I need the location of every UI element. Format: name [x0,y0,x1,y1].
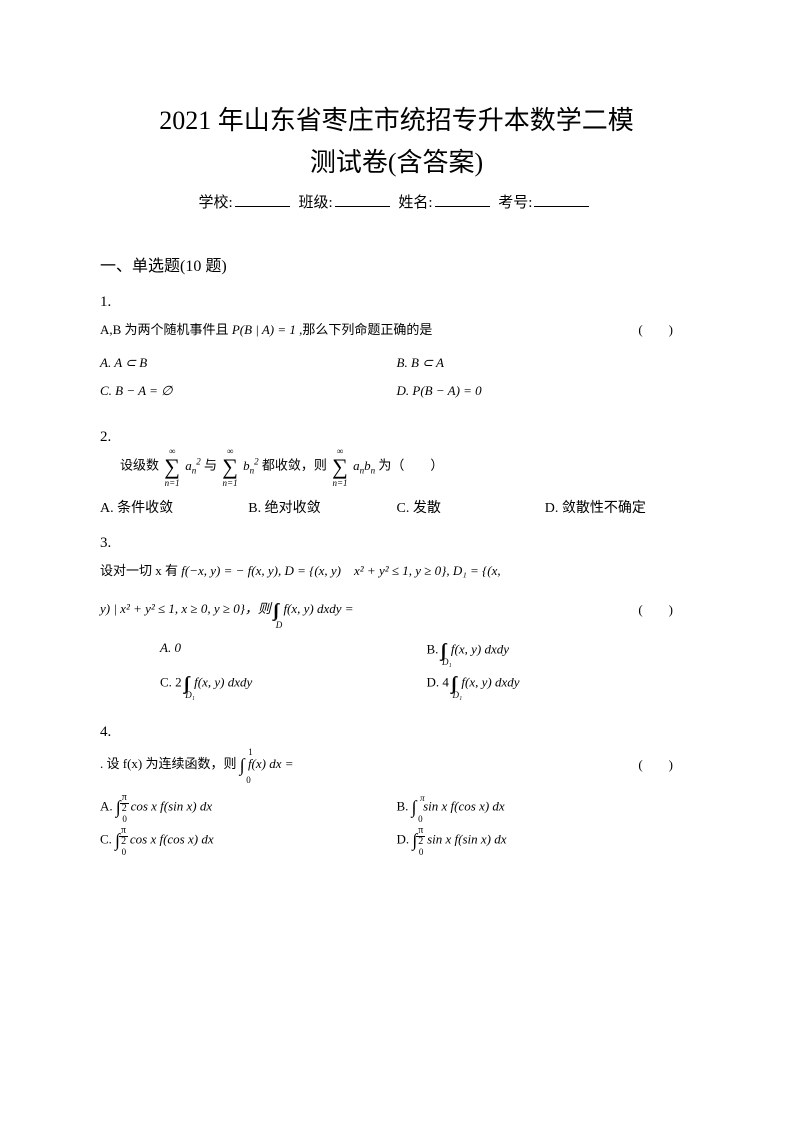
q4-number: 4. [100,724,693,741]
q2-stem-p3: 都收敛，则 [262,458,327,473]
q1-opt-c: C. B − A = ∅ [100,383,397,399]
q3-stem-line1: 设对一切 x 有 f(−x, y) = − f(x, y), D = {(x, … [100,558,693,584]
title-line-1: 2021 年山东省枣庄市统招专升本数学二模 [159,106,634,135]
q4-opta-body: cos x f(sin x) dx [131,799,213,814]
q3-paren: ( ) [638,597,673,623]
q4-optd-prefix: D. [397,832,413,847]
q3-optd-prefix: D. 4 [427,675,449,690]
q2-stem-p2: 与 [204,458,217,473]
q4-opt-d: D. ∫ π2 0 sin x f(sin x) dx [397,830,694,851]
label-class: 班级: [298,195,332,211]
q4-optb-body: sin x f(cos x) dx [423,799,505,814]
blank-class[interactable] [335,206,390,207]
q1-stem-math: P(B | A) = 1 [232,322,296,337]
q2-stem: 设级数 ∞ ∑ n=1 an2 与 ∞ ∑ n=1 bn2 都收敛，则 ∞ ∑ … [100,452,693,479]
label-examno: 考号: [498,195,532,211]
integral-icon: ∫ π2 0 [116,797,121,818]
q3-optb-body: f(x, y) dxdy [451,642,509,657]
q1-stem: A,B 为两个随机事件且 P(B | A) = 1 ,那么下列命题正确的是 ( … [100,317,693,343]
title-line-2: 测试卷(含答案) [310,148,483,177]
double-integral-icon: ∫∫ D [274,592,280,628]
q4-paren: ( ) [638,752,673,778]
q3-opt-c: C. 2 ∫∫ D₁ f(x, y) dxdy [160,673,427,694]
label-name: 姓名: [398,195,432,211]
label-school: 学校: [199,195,233,211]
double-integral-icon: ∫∫ D₁ [185,673,191,694]
q4-optd-body: sin x f(sin x) dx [427,832,506,847]
q1-paren: ( ) [638,317,673,343]
sigma-icon: ∞ ∑ n=1 [332,456,348,478]
q2-stem-p4: 为（ ） [378,458,443,473]
q3-number: 3. [100,535,693,552]
q3-stem-line2: y) | x² + y² ≤ 1, x ≥ 0, y ≥ 0}，则 ∫∫ D f… [100,592,693,628]
q4-opt-a: A. ∫ π2 0 cos x f(sin x) dx [100,797,397,818]
q4-optc-body: cos x f(cos x) dx [130,832,214,847]
q3-opt-d: D. 4 ∫∫ D₁ f(x, y) dxdy [427,673,694,694]
q3-options: A. 0 B. ∫∫ D₁ f(x, y) dxdy C. 2 ∫∫ D₁ f(… [100,640,693,706]
q3-opt-b: B. ∫∫ D₁ f(x, y) dxdy [427,640,694,661]
blank-school[interactable] [235,206,290,207]
q4-opt-b: B. ∫ π 0 sin x f(cos x) dx [397,797,694,818]
integral-icon: ∫ π 0 [412,797,417,818]
q3-line1-p1: 设对一切 x 有 [100,563,181,578]
q4-opta-prefix: A. [100,799,116,814]
exam-title: 2021 年山东省枣庄市统招专升本数学二模 测试卷(含答案) [100,100,693,183]
q2-options: A. 条件收敛 B. 绝对收敛 C. 发散 D. 敛散性不确定 [100,497,693,517]
q4-opt-c: C. ∫ π2 0 cos x f(cos x) dx [100,830,397,851]
q1-number: 1. [100,294,693,311]
q3-optd-body: f(x, y) dxdy [461,675,519,690]
integral-icon: ∫ 1 0 [240,747,245,783]
blank-examno[interactable] [534,206,589,207]
q1-opt-b: B. B ⊂ A [397,355,694,371]
q1-options: A. A ⊂ B B. B ⊂ A C. B − A = ∅ D. P(B − … [100,355,693,411]
q3-optb-prefix: B. [427,642,442,657]
integral-icon: ∫ π2 0 [412,830,417,851]
q3-opt-a: A. 0 [160,640,427,661]
q2-opt-c: C. 发散 [397,497,545,517]
q4-stem-p1: . 设 f(x) 为连续函数，则 [100,756,237,771]
blank-name[interactable] [435,206,490,207]
integral-icon: ∫ π2 0 [115,830,120,851]
q4-options: A. ∫ π2 0 cos x f(sin x) dx B. ∫ π 0 sin… [100,797,693,863]
q4-stem-p2: f(x) dx = [248,756,294,771]
q2-opt-a: A. 条件收敛 [100,497,248,517]
q1-opt-a: A. A ⊂ B [100,355,397,371]
q2-term1: an2 [185,458,201,473]
q3-line2-p2: f(x, y) dxdy = [283,601,353,616]
section-heading-1: 一、单选题(10 题) [100,252,693,276]
q2-opt-b: B. 绝对收敛 [248,497,396,517]
sigma-icon: ∞ ∑ n=1 [222,456,238,478]
sigma-icon: ∞ ∑ n=1 [164,456,180,478]
q4-optc-prefix: C. [100,832,115,847]
q3-line1-math: f(−x, y) = − f(x, y), D = {(x, y) x² + y… [181,563,500,578]
q1-opt-d: D. P(B − A) = 0 [397,383,694,399]
q2-number: 2. [100,429,693,446]
q3-optc-body: f(x, y) dxdy [194,675,252,690]
q2-term3: anbn [353,458,375,473]
q1-stem-prefix: A,B 为两个随机事件且 [100,322,232,337]
q2-term2: bn2 [243,458,259,473]
q1-stem-suffix: ,那么下列命题正确的是 [299,322,432,337]
q3-optc-prefix: C. 2 [160,675,182,690]
student-info-line: 学校: 班级: 姓名: 考号: [100,191,693,212]
q4-optb-prefix: B. [397,799,412,814]
q4-stem: . 设 f(x) 为连续函数，则 ∫ 1 0 f(x) dx = ( ) [100,747,693,783]
q2-stem-p1: 设级数 [120,458,159,473]
q2-opt-d: D. 敛散性不确定 [545,497,693,517]
double-integral-icon: ∫∫ D₁ [452,673,458,694]
double-integral-icon: ∫∫ D₁ [442,640,448,661]
q3-line2-p1: y) | x² + y² ≤ 1, x ≥ 0, y ≥ 0}，则 [100,601,271,616]
